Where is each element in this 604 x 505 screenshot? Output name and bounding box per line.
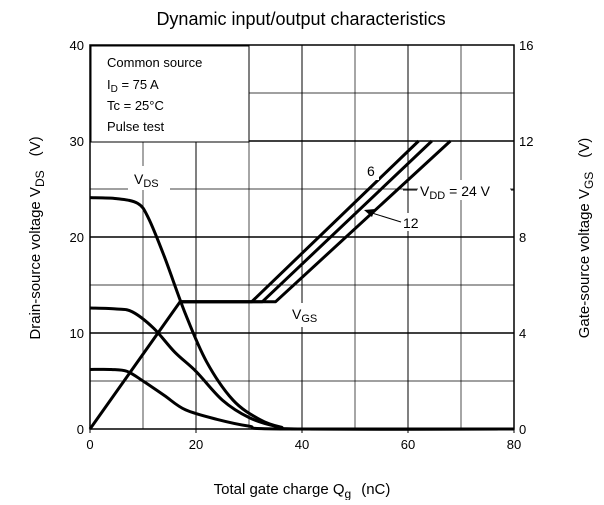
conditions-box: Common source ID = 75 A Tc = 25°C Pulse … xyxy=(90,45,250,143)
chart-title: Dynamic input/output characteristics xyxy=(156,9,445,29)
label-12-bg xyxy=(402,213,422,231)
x-axis-label: Total gate charge Qg (nC) xyxy=(214,481,391,500)
vds-curve-2 xyxy=(89,367,515,431)
vdd-12-label: 12 xyxy=(403,215,419,231)
vgs-label-bg xyxy=(288,303,330,327)
arrow-12-head xyxy=(364,209,375,217)
y-left-tick-label: 30 xyxy=(70,134,84,149)
y-left-tick-label: 10 xyxy=(70,326,84,341)
vdd-6-label: 6 xyxy=(367,163,375,179)
x-tick-label: 20 xyxy=(189,437,203,452)
label-6-bg xyxy=(365,162,379,180)
y-left-tick-label: 0 xyxy=(77,422,84,437)
y-left-tick-label: 20 xyxy=(70,230,84,245)
y-left-axis-label: Drain-source voltage VDS(V) xyxy=(27,136,47,339)
y-right-tick-label: 8 xyxy=(519,230,526,245)
vdd-label-bg xyxy=(418,180,510,200)
y-right-tick-label: 16 xyxy=(519,38,533,53)
condition-line-3: Tc = 25°C xyxy=(107,98,164,113)
vgs-series-label: VGS xyxy=(292,306,317,325)
y-right-tick-label: 12 xyxy=(519,134,533,149)
condition-line-2: ID = 75 A xyxy=(107,77,159,95)
x-tick-label: 0 xyxy=(86,437,93,452)
condition-line-4: Pulse test xyxy=(107,119,164,134)
condition-line-1: Common source xyxy=(107,55,202,70)
x-tick-label: 60 xyxy=(401,437,415,452)
x-tick-label: 40 xyxy=(295,437,309,452)
y-left-tick-label: 40 xyxy=(70,38,84,53)
vds-series-label: VDS xyxy=(134,171,159,190)
series-layer xyxy=(88,139,515,431)
x-tick-label: 80 xyxy=(507,437,521,452)
arrow-12-line xyxy=(371,212,402,223)
y-right-tick-label: 0 xyxy=(519,422,526,437)
y-right-tick-label: 4 xyxy=(519,326,526,341)
y-right-axis-label: Gate-source voltage VGS(V) xyxy=(576,138,596,339)
vds-label-bg xyxy=(128,166,170,190)
vdd-label: VDD = 24 V xyxy=(420,183,491,202)
vgs-curve-5 xyxy=(180,139,452,304)
